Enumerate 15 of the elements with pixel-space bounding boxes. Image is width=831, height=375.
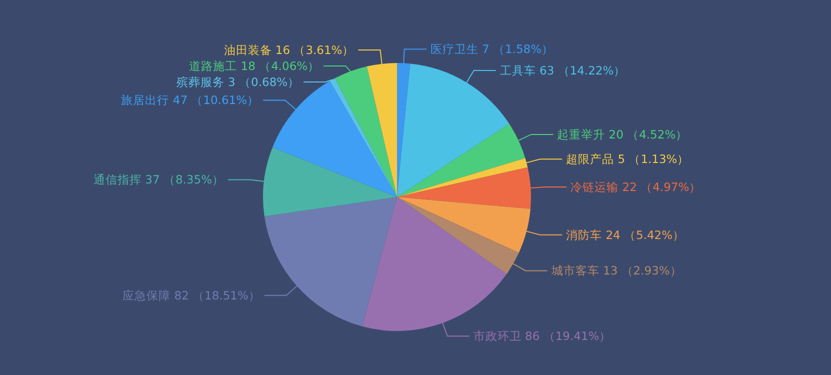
slice-label: 旅居出行 47 （10.61%） <box>121 93 260 108</box>
slice-label: 工具车 63 （14.22%） <box>500 64 626 78</box>
slice-label: 超限产品 5 （1.13%） <box>566 152 690 166</box>
slice-label: 起重举升 20 （4.52%） <box>557 127 688 142</box>
slice-label: 城市客车 13 （2.93%） <box>550 264 682 278</box>
slice-label: 消防车 24 （5.42%） <box>566 228 685 242</box>
slice-label: 道路施工 18 （4.06%） <box>189 58 320 73</box>
pie-slice <box>264 197 397 326</box>
slice-label: 通信指挥 37 （8.35%） <box>94 172 224 187</box>
slice-label: 医疗卫生 7 （1.58%） <box>430 42 554 56</box>
slice-label: 殡葬服务 3 （0.68%） <box>176 74 300 89</box>
slice-label: 市政环卫 86 （19.41%） <box>473 329 612 344</box>
slice-label: 应急保障 82 （18.51%） <box>122 288 260 302</box>
slice-label: 冷链运输 22 （4.97%） <box>570 180 702 194</box>
slice-label: 油田装备 16 （3.61%） <box>224 42 354 57</box>
